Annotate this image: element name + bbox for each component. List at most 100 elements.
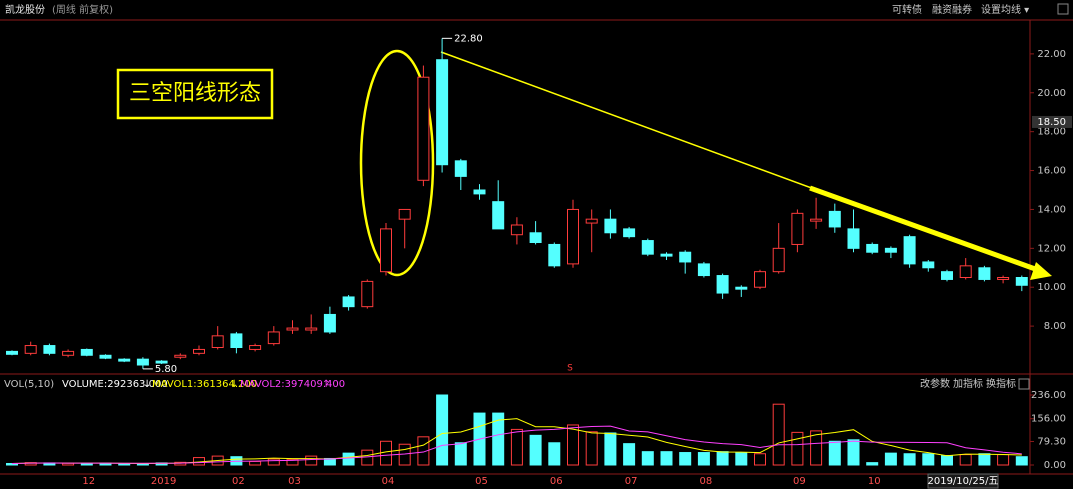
candle-body xyxy=(286,327,299,331)
x-tick-label: 04 xyxy=(382,476,395,487)
x-tick-label: 2019 xyxy=(151,476,176,487)
volume-bar xyxy=(847,439,860,466)
volume-bar xyxy=(903,453,916,466)
current-price-box xyxy=(1032,115,1072,128)
toolbar-button[interactable]: 融资融券 xyxy=(932,3,972,16)
candle-body xyxy=(529,232,542,243)
volume-y-tick-label: 236.00 xyxy=(1031,390,1066,401)
candle-body xyxy=(903,236,916,265)
candle-body xyxy=(716,275,729,294)
volume-bar xyxy=(492,412,505,466)
candle-body xyxy=(548,243,561,267)
volume-bar xyxy=(828,440,841,466)
candle-body xyxy=(136,358,149,366)
candle-body xyxy=(735,286,748,290)
volume-bar xyxy=(716,451,729,466)
volume-toolbar-button[interactable]: 加指标 xyxy=(953,377,983,390)
candle-body xyxy=(828,210,841,228)
candle-body xyxy=(997,277,1010,280)
candle-body xyxy=(510,224,523,236)
cursor-date: 2019/10/25/五 xyxy=(927,476,998,487)
candle-body xyxy=(80,348,93,356)
volume-bar xyxy=(772,403,785,466)
volume-bar xyxy=(941,455,953,466)
candle-body xyxy=(604,218,617,234)
cursor-date-box xyxy=(927,473,999,489)
volume-toolbar-button[interactable]: 换指标 xyxy=(986,377,1016,390)
volume-bar xyxy=(567,424,579,466)
volume-y-tick-label: 0.00 xyxy=(1044,460,1066,471)
annotation-text: 三空阳线形态 xyxy=(129,81,261,106)
candle-body xyxy=(323,313,336,333)
candle-body xyxy=(660,253,673,257)
candle-body xyxy=(174,354,187,358)
toolbar-button[interactable]: 可转债 xyxy=(892,3,922,16)
volume-toolbar-button[interactable]: 改参数 xyxy=(920,377,950,390)
candle-body xyxy=(361,280,374,308)
candle-body xyxy=(193,348,205,354)
volume-bar xyxy=(810,430,823,466)
volume-bar xyxy=(959,454,972,466)
volume-bar xyxy=(623,443,636,466)
candle-body xyxy=(155,360,168,364)
candle-body xyxy=(436,59,449,166)
volume-y-tick-label: 156.00 xyxy=(1031,414,1066,425)
volume-bar xyxy=(884,452,897,466)
volume-header: ↓ xyxy=(230,379,238,390)
volume-bar xyxy=(436,394,449,466)
volume-bar xyxy=(585,431,598,466)
volume-bar xyxy=(922,453,935,466)
y-tick-label: 12.00 xyxy=(1037,243,1066,254)
candle-body xyxy=(754,271,766,288)
volume-header: VOL(5,10) xyxy=(4,379,54,390)
maximize-button[interactable] xyxy=(1057,3,1069,15)
arrow-head xyxy=(1030,262,1052,280)
candle-body xyxy=(978,267,991,280)
candle-body xyxy=(641,240,654,255)
volume-bar xyxy=(735,452,748,466)
y-tick-label: 10.00 xyxy=(1037,282,1066,293)
candle-body xyxy=(1015,277,1028,286)
stock-name: 凯龙股份 xyxy=(5,3,45,16)
candle-body xyxy=(567,208,579,265)
candle-body xyxy=(305,327,318,331)
candle-body xyxy=(342,296,355,308)
volume-bar xyxy=(249,460,262,466)
y-tick-label: 8.00 xyxy=(1044,321,1066,332)
max-label: 22.80 xyxy=(454,33,483,44)
volume-bar xyxy=(286,459,299,466)
x-tick-label: 05 xyxy=(475,476,488,487)
candle-body xyxy=(922,261,935,269)
x-tick-label: 10 xyxy=(868,476,881,487)
toolbar-button[interactable]: 设置均线 ▾ xyxy=(981,3,1029,16)
volume-bar xyxy=(80,463,93,466)
volume-ma-line xyxy=(11,425,1022,465)
candle-body xyxy=(6,350,18,355)
x-tick-label: 09 xyxy=(793,476,806,487)
x-tick-label: 08 xyxy=(700,476,713,487)
candle-body xyxy=(810,218,823,222)
volume-header: VOLUME:292363.000 xyxy=(62,379,168,390)
candle-body xyxy=(623,228,636,238)
candle-body xyxy=(267,331,280,345)
candle-body xyxy=(118,358,131,362)
candle-body xyxy=(772,247,785,273)
signal-marker: S xyxy=(567,364,573,374)
candle-body xyxy=(417,76,430,181)
x-tick-label: 07 xyxy=(625,476,638,487)
close-button[interactable] xyxy=(1018,378,1030,390)
candle-body xyxy=(866,243,879,253)
volume-bar xyxy=(118,463,131,466)
x-tick-label: 06 xyxy=(550,476,563,487)
volume-y-tick-label: 79.30 xyxy=(1037,436,1066,447)
candle-body xyxy=(679,251,692,263)
volume-bar xyxy=(305,455,318,466)
x-tick-label: 03 xyxy=(288,476,301,487)
candle-body xyxy=(847,228,860,249)
candle-body xyxy=(454,160,467,177)
volume-header: ↓ xyxy=(143,379,151,390)
y-tick-label: 14.00 xyxy=(1037,204,1066,215)
trend-arrow xyxy=(809,185,1039,273)
